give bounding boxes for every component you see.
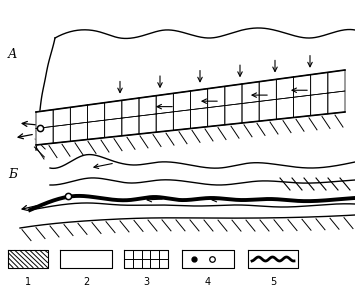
Polygon shape [124, 259, 133, 268]
Polygon shape [242, 82, 259, 104]
Polygon shape [133, 259, 142, 268]
Polygon shape [70, 122, 87, 141]
Polygon shape [151, 250, 159, 259]
Polygon shape [294, 95, 311, 117]
Polygon shape [294, 75, 311, 97]
Polygon shape [105, 118, 122, 138]
Polygon shape [36, 110, 53, 128]
Polygon shape [53, 124, 70, 143]
Polygon shape [248, 250, 298, 268]
Polygon shape [133, 250, 142, 259]
Text: 3: 3 [143, 277, 149, 287]
Polygon shape [191, 89, 208, 110]
Polygon shape [225, 104, 242, 125]
Polygon shape [60, 250, 112, 268]
Polygon shape [225, 84, 242, 106]
Polygon shape [105, 100, 122, 120]
Polygon shape [142, 259, 151, 268]
Polygon shape [311, 93, 328, 116]
Polygon shape [156, 112, 173, 132]
Text: 1: 1 [25, 277, 31, 287]
Polygon shape [276, 97, 294, 119]
Polygon shape [328, 91, 345, 114]
Polygon shape [173, 91, 191, 112]
Polygon shape [124, 250, 133, 259]
Polygon shape [70, 105, 87, 124]
Polygon shape [328, 70, 345, 93]
Polygon shape [259, 79, 276, 101]
Polygon shape [87, 103, 105, 122]
Polygon shape [311, 72, 328, 95]
Polygon shape [36, 127, 53, 145]
Polygon shape [8, 250, 48, 268]
Polygon shape [173, 110, 191, 130]
Polygon shape [53, 107, 70, 127]
Polygon shape [182, 250, 234, 268]
Polygon shape [208, 106, 225, 127]
Polygon shape [124, 250, 168, 268]
Polygon shape [276, 77, 294, 99]
Polygon shape [139, 96, 156, 116]
Polygon shape [242, 101, 259, 123]
Polygon shape [139, 114, 156, 134]
Text: 4: 4 [205, 277, 211, 287]
Polygon shape [191, 108, 208, 128]
Polygon shape [122, 98, 139, 118]
Text: Б: Б [8, 168, 17, 181]
Text: 5: 5 [270, 277, 276, 287]
Polygon shape [156, 93, 173, 114]
Polygon shape [208, 86, 225, 108]
Polygon shape [142, 250, 151, 259]
Text: 2: 2 [83, 277, 89, 287]
Polygon shape [259, 99, 276, 121]
Polygon shape [122, 116, 139, 136]
Polygon shape [159, 259, 168, 268]
Polygon shape [151, 259, 159, 268]
Polygon shape [87, 120, 105, 140]
Text: А: А [8, 48, 17, 61]
Polygon shape [159, 250, 168, 259]
